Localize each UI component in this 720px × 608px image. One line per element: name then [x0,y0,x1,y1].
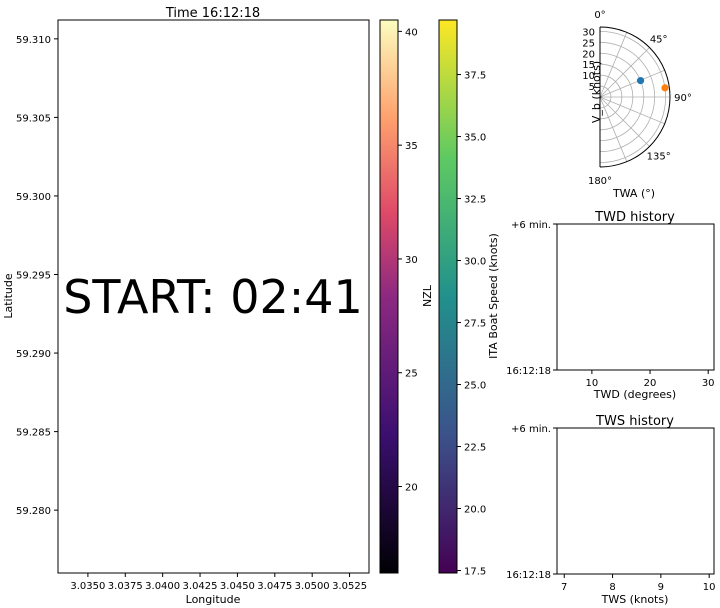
map-y-tick-label: 59.300 [16,192,51,203]
history-y-tick-label: +6 min. [511,220,551,231]
polar-x-axis-label: TWA (°) [612,187,655,200]
polar-angle-tick-label: 135° [647,152,671,163]
twd-x-ticks: 10 20 30 [586,370,715,389]
polar-radial-tick-label: 15 [582,60,595,71]
map-x-ticks: 3.0350 3.0375 3.0400 3.0425 3.0450 3.0475 3.05… [70,573,367,592]
twd-title: TWD history [594,210,675,225]
map-title: Time 16:12:18 [165,6,260,21]
map-y-tick-label: 59.305 [16,113,51,124]
ita-colorbar-gradient [438,19,458,574]
polar-angle-ticks: 0° 45° 90° 135° 180° [588,10,692,187]
polar-radial-tick-label: 25 [582,38,595,49]
map-x-tick-label: 3.0475 [257,581,292,592]
map-x-tick-label: 3.0425 [183,581,218,592]
nzl-colorbar-tick-label: 40 [405,27,418,38]
polar-point [636,77,645,85]
ita-colorbar: 17.5 20.0 22.5 25.0 27.5 30.0 32.5 35.0 37.5 ITA… [438,19,500,578]
history-y-tick-label: +6 min. [511,424,551,435]
polar-angle-tick-label: 0° [594,10,605,21]
tws-history-chart: TWS history 7 8 9 10 +6 min. 16:12:18 TWS (k… [506,414,715,606]
polar-radial-tick-label: 5 [589,82,595,93]
polar-points [636,77,669,92]
map-x-tick-label: 3.0375 [108,581,143,592]
twd-history-chart: TWD history 10 20 30 +6 min. 16:12:18 TWD (… [506,210,714,401]
tws-plot-area [556,427,715,575]
polar-grid [599,26,671,168]
polar-angle-gridline [599,47,650,98]
polar-angle-tick-label: 45° [650,34,668,45]
nzl-colorbar-ticks: 20 25 30 35 40 [398,27,418,494]
map-y-ticks: 59.280 59.285 59.290 59.295 59.300 59.305 59.3… [16,35,58,517]
polar-radial-tick-label: 30 [582,27,595,38]
tws-x-ticks: 7 8 9 10 [561,574,716,593]
nzl-colorbar-gradient [379,19,399,574]
polar-angle-gridline [599,96,650,147]
map-y-tick-label: 59.290 [16,349,51,360]
tws-x-axis-label: TWS (knots) [601,593,669,606]
nzl-colorbar-label: NZL [421,284,434,307]
map-x-tick-label: 3.0350 [70,581,105,592]
tws-title: TWS history [595,414,674,429]
polar-angle-gridline [599,69,665,98]
polar-angle-gridline [599,96,628,162]
ita-colorbar-ticks: 17.5 20.0 22.5 25.0 27.5 30.0 32.5 35.0 37.5 [457,71,486,578]
ita-colorbar-tick-label: 32.5 [464,195,486,206]
map-y-tick-label: 59.280 [16,506,51,517]
map-plot-area [57,19,370,574]
map-y-tick-label: 59.310 [16,35,51,46]
history-x-tick-label: 9 [658,582,664,593]
twd-x-axis-label: TWD (degrees) [593,388,676,401]
ita-colorbar-tick-label: 30.0 [464,257,486,268]
history-x-tick-label: 8 [609,582,615,593]
tws-y-ticks: +6 min. 16:12:18 [506,424,557,581]
twd-y-ticks: +6 min. 16:12:18 [506,220,557,377]
map-y-tick-label: 59.285 [16,428,51,439]
history-y-tick-label: 16:12:18 [506,570,551,581]
polar-radial-tick-label: 10 [582,71,595,82]
polar-outer-arc [599,26,671,168]
ita-colorbar-tick-label: 17.5 [464,567,486,578]
map-x-tick-label: 3.0500 [295,581,330,592]
ita-colorbar-tick-label: 37.5 [464,71,486,82]
nzl-colorbar: 20 25 30 35 40 NZL [379,19,434,574]
map-chart: Time 16:12:18 START: 02:41 3.0350 3.0375 3… [2,6,370,606]
polar-point [661,84,669,92]
ita-colorbar-tick-label: 35.0 [464,133,486,144]
map-y-axis-label: Latitude [2,273,15,319]
polar-radial-tick-label: 20 [582,49,595,60]
ita-colorbar-tick-label: 20.0 [464,505,486,516]
history-x-tick-label: 10 [703,582,716,593]
map-x-tick-label: 3.0525 [332,581,367,592]
map-x-axis-label: Longitude [186,593,241,606]
polar-angle-tick-label: 180° [588,176,612,187]
nzl-colorbar-tick-label: 25 [405,369,418,380]
polar-angle-tick-label: 90° [674,93,692,104]
history-x-tick-label: 10 [586,378,599,389]
map-x-tick-label: 3.0400 [145,581,180,592]
polar-angle-gridline [599,96,665,125]
ita-colorbar-label: ITA Boat Speed (knots) [487,233,500,359]
map-x-tick-label: 3.0450 [220,581,255,592]
twd-plot-area [556,223,715,371]
nzl-colorbar-tick-label: 20 [405,483,418,494]
polar-angle-gridline [599,32,628,98]
polar-y-axis-label: V_b (knots) [590,61,603,123]
history-x-tick-label: 7 [561,582,567,593]
ita-colorbar-tick-label: 27.5 [464,319,486,330]
map-watermark: START: 02:41 [63,270,363,324]
history-x-tick-label: 30 [702,378,715,389]
ita-colorbar-tick-label: 22.5 [464,443,486,454]
history-x-tick-label: 20 [644,378,657,389]
nzl-colorbar-tick-label: 30 [405,255,418,266]
map-y-tick-label: 59.295 [16,271,51,282]
nzl-colorbar-tick-label: 35 [405,141,418,152]
ita-colorbar-tick-label: 25.0 [464,381,486,392]
history-y-tick-label: 16:12:18 [506,366,551,377]
